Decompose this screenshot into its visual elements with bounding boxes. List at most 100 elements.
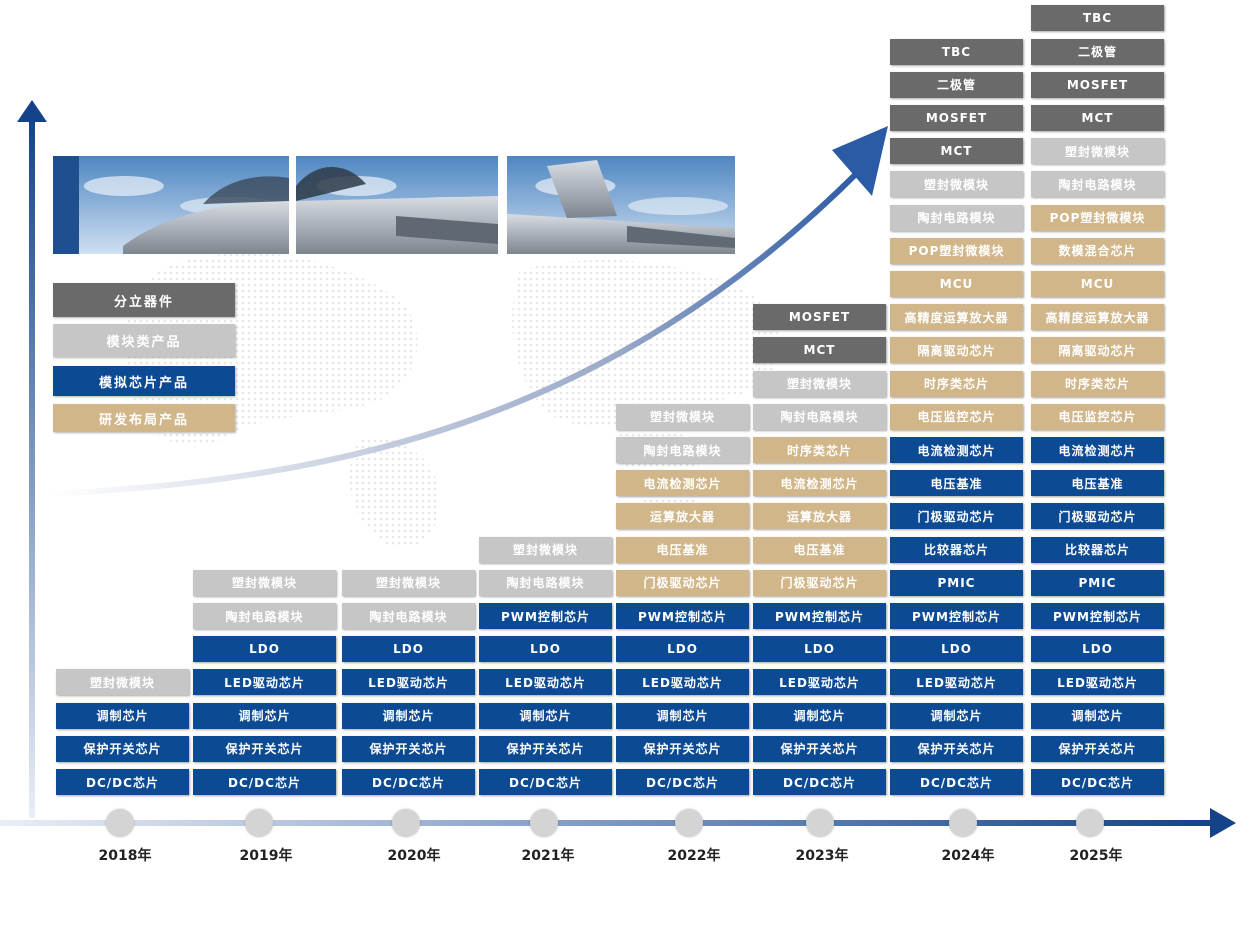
product-box: 保护开关芯片 (890, 735, 1023, 762)
product-box: PWM控制芯片 (753, 603, 886, 629)
product-box: MOSFET (753, 304, 886, 331)
timeline-dot (806, 809, 834, 837)
product-box: MCT (1031, 105, 1164, 131)
product-box: 陶封电路模块 (342, 603, 475, 629)
product-box: TBC (1031, 5, 1164, 32)
product-box: 二极管 (1031, 38, 1164, 65)
product-box: LDO (479, 636, 612, 663)
product-box: LDO (342, 636, 475, 663)
product-box: 数模混合芯片 (1031, 237, 1164, 264)
product-box: 塑封微模块 (479, 536, 612, 563)
product-box: LDO (193, 636, 336, 663)
product-box: LED驱动芯片 (479, 669, 612, 696)
product-box: 陶封电路模块 (193, 603, 336, 629)
product-box: 门极驱动芯片 (616, 569, 749, 596)
fighter-jet-icon (296, 156, 498, 254)
product-box: 门极驱动芯片 (1031, 503, 1164, 530)
year-label: 2019年 (239, 848, 293, 864)
product-box: 时序类芯片 (890, 370, 1023, 397)
product-box: 调制芯片 (479, 702, 612, 729)
product-box: 电流检测芯片 (753, 470, 886, 497)
product-box: 电压基准 (753, 536, 886, 563)
product-box: 保护开关芯片 (479, 735, 612, 762)
product-box: 门极驱动芯片 (753, 569, 886, 596)
product-box: PMIC (1031, 569, 1164, 596)
product-box: 塑封微模块 (56, 669, 189, 696)
product-box: MOSFET (890, 105, 1023, 131)
product-box: POP塑封微模块 (1031, 204, 1164, 231)
product-box: 比较器芯片 (890, 536, 1023, 563)
year-label: 2018年 (98, 848, 152, 864)
legend-item: 研发布局产品 (53, 404, 235, 432)
product-box: DC/DC芯片 (342, 769, 475, 795)
timeline-dot (106, 809, 134, 837)
product-box: LED驱动芯片 (1031, 669, 1164, 696)
year-label: 2025年 (1069, 848, 1123, 864)
fighter-jet-icon (53, 156, 289, 254)
product-box: PWM控制芯片 (616, 603, 749, 629)
legend-item: 模拟芯片产品 (53, 366, 235, 396)
product-box: 电压基准 (616, 536, 749, 563)
product-box: PMIC (890, 569, 1023, 596)
product-box: PWM控制芯片 (890, 603, 1023, 629)
product-box: 二极管 (890, 71, 1023, 98)
product-box: 隔离驱动芯片 (1031, 337, 1164, 364)
product-box: 电压监控芯片 (1031, 403, 1164, 430)
fighter-jet-photo (53, 156, 289, 254)
fighter-jet-photo (507, 156, 735, 254)
product-box: LED驱动芯片 (753, 669, 886, 696)
product-box: 调制芯片 (890, 702, 1023, 729)
product-box: 运算放大器 (616, 503, 749, 530)
legend-item: 模块类产品 (53, 324, 235, 357)
product-box: 陶封电路模块 (479, 569, 612, 596)
product-box: 调制芯片 (56, 702, 189, 729)
product-box: 塑封微模块 (753, 370, 886, 397)
product-box: 保护开关芯片 (753, 735, 886, 762)
product-box: DC/DC芯片 (193, 769, 336, 795)
product-box: MCU (1031, 271, 1164, 297)
timeline-dot (392, 809, 420, 837)
product-box: LED驱动芯片 (616, 669, 749, 696)
year-label: 2024年 (941, 848, 995, 864)
product-box: LDO (890, 636, 1023, 663)
roadmap-stage: 分立器件 模块类产品 模拟芯片产品 研发布局产品 塑封微模块 调制芯片 保护开关芯片 DC/… (0, 5, 1236, 864)
product-box: 塑封微模块 (890, 171, 1023, 198)
product-box: 保护开关芯片 (56, 735, 189, 762)
product-box: 陶封电路模块 (616, 437, 749, 463)
horizontal-axis-arrow (0, 808, 1236, 838)
product-box: TBC (890, 38, 1023, 65)
product-box: 调制芯片 (193, 702, 336, 729)
product-box: DC/DC芯片 (616, 769, 749, 795)
product-box: POP塑封微模块 (890, 237, 1023, 264)
product-box: 电流检测芯片 (616, 470, 749, 497)
product-box: 调制芯片 (616, 702, 749, 729)
growth-curve-arrow (45, 126, 888, 497)
legend-item: 分立器件 (53, 283, 235, 317)
product-box: DC/DC芯片 (1031, 769, 1164, 795)
product-box: 电压监控芯片 (890, 403, 1023, 430)
product-box: 保护开关芯片 (193, 735, 336, 762)
product-box: 高精度运算放大器 (890, 304, 1023, 331)
product-box: 保护开关芯片 (616, 735, 749, 762)
product-box: 电压基准 (1031, 470, 1164, 497)
product-box: 陶封电路模块 (1031, 171, 1164, 198)
product-box: 塑封微模块 (1031, 138, 1164, 165)
product-box: MCT (753, 337, 886, 364)
product-box: MCU (890, 271, 1023, 297)
timeline-dot (530, 809, 558, 837)
year-label: 2021年 (521, 848, 575, 864)
product-box: 高精度运算放大器 (1031, 304, 1164, 331)
product-box: LDO (616, 636, 749, 663)
product-box: LED驱动芯片 (193, 669, 336, 696)
product-box: 保护开关芯片 (342, 735, 475, 762)
timeline-dot (675, 809, 703, 837)
product-box: 塑封微模块 (342, 569, 475, 596)
product-box: PWM控制芯片 (479, 603, 612, 629)
product-box: 调制芯片 (342, 702, 475, 729)
fighter-jet-photo (296, 156, 498, 254)
product-box: 电流检测芯片 (890, 437, 1023, 463)
product-box: MOSFET (1031, 71, 1164, 98)
product-box: 时序类芯片 (753, 437, 886, 463)
product-box: 时序类芯片 (1031, 370, 1164, 397)
product-box: DC/DC芯片 (56, 769, 189, 795)
